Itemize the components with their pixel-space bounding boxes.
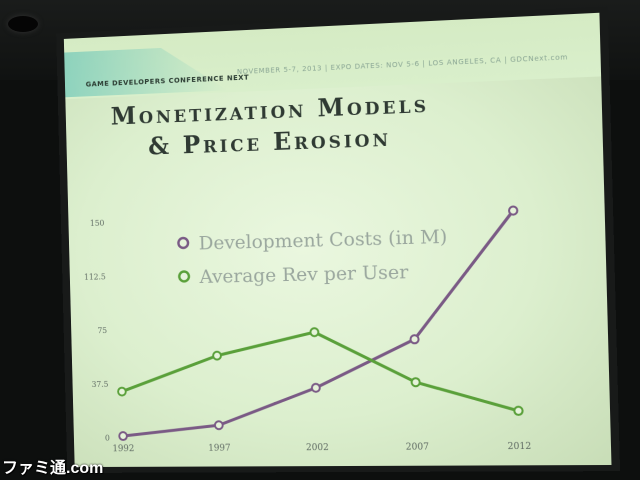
- slide: GAME DEVELOPERS CONFERENCE NEXT NOVEMBER…: [64, 13, 612, 467]
- x-tick-label: 1992: [112, 444, 134, 454]
- legend-label: Average Rev per User: [198, 262, 408, 288]
- x-tick-label: 1997: [208, 444, 230, 454]
- y-tick-label: 112.5: [84, 272, 106, 281]
- projection-screen: GAME DEVELOPERS CONFERENCE NEXT NOVEMBER…: [56, 6, 620, 473]
- legend-marker: [179, 271, 189, 281]
- series-line-average-rev-per-user: [121, 329, 519, 415]
- data-point-average-rev-per-user: [310, 328, 318, 336]
- data-point-development-costs-in-m: [215, 421, 223, 429]
- data-point-average-rev-per-user: [213, 352, 221, 360]
- y-tick-label: 0: [105, 434, 110, 443]
- watermark-logo: ファミ通.com: [2, 454, 103, 478]
- data-point-development-costs-in-m: [119, 432, 127, 440]
- data-point-development-costs-in-m: [509, 206, 517, 214]
- x-tick-label: 2002: [306, 443, 329, 453]
- data-point-average-rev-per-user: [118, 388, 126, 396]
- y-tick-label: 75: [97, 326, 107, 335]
- data-point-development-costs-in-m: [410, 335, 418, 343]
- data-point-average-rev-per-user: [514, 407, 522, 415]
- data-point-average-rev-per-user: [412, 378, 420, 386]
- ceiling-light: [8, 16, 38, 32]
- x-tick-label: 2012: [508, 442, 532, 453]
- x-tick-label: 2007: [406, 442, 429, 452]
- legend-marker: [178, 238, 188, 248]
- line-chart: 0 37.5 75 112.5 150 1992 1997 2002 2007 2012 Devel…: [64, 13, 612, 467]
- y-tick-label: 37.5: [92, 380, 109, 389]
- y-tick-label: 150: [90, 219, 105, 228]
- legend-label: Development Costs (in M): [198, 226, 447, 254]
- data-point-development-costs-in-m: [312, 384, 320, 392]
